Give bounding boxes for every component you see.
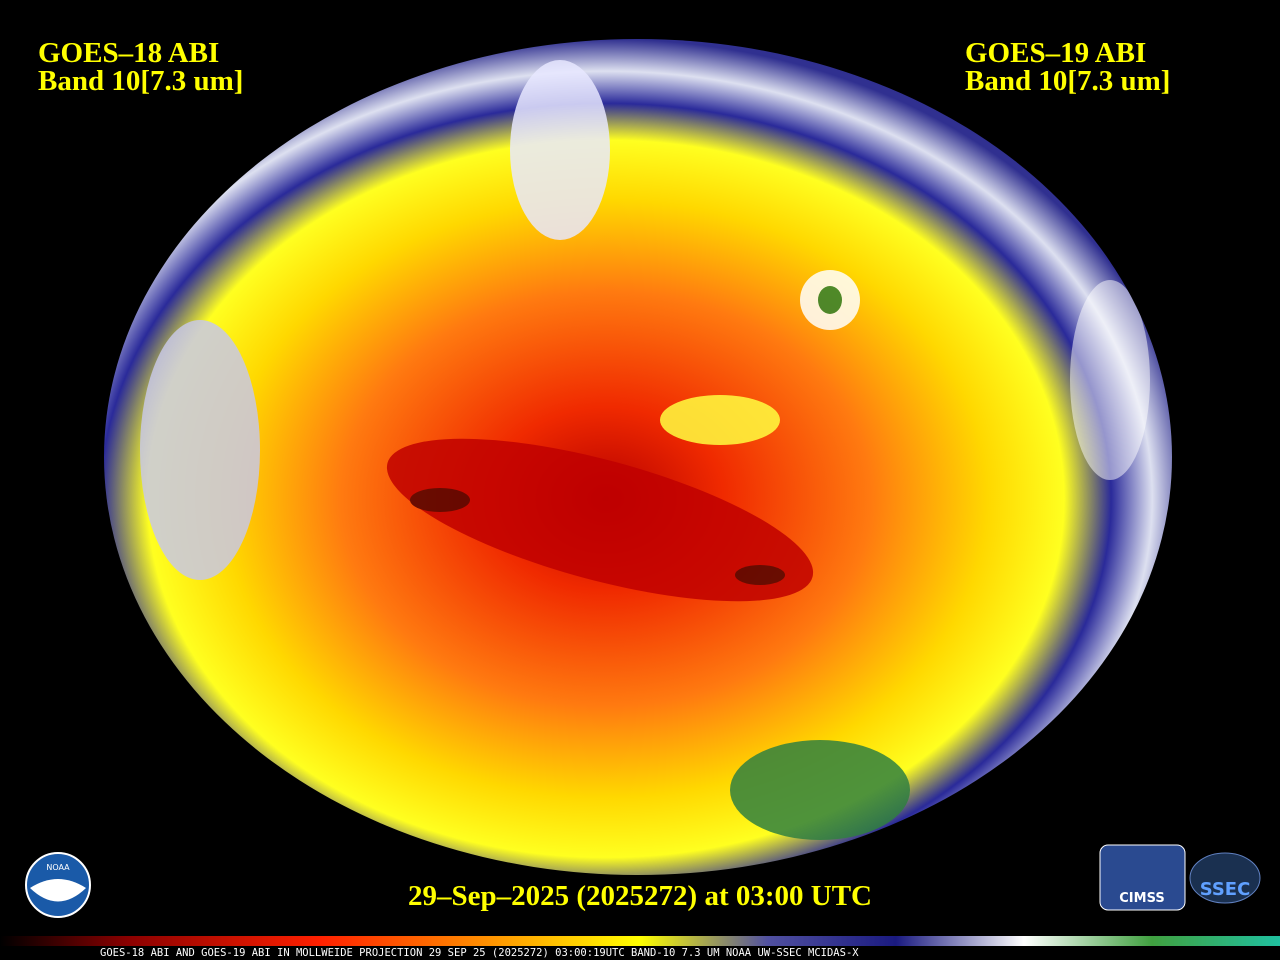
cloud-features — [140, 60, 1150, 840]
noaa-bird — [30, 879, 86, 902]
dry-spot — [735, 565, 785, 585]
ssec-logo: SSEC — [1189, 852, 1261, 904]
globe — [104, 39, 1172, 875]
cloud — [510, 60, 610, 240]
cimss-box — [1099, 844, 1186, 911]
cloud — [1070, 280, 1150, 480]
left-satellite: GOES–18 ABI — [38, 37, 219, 69]
moisture-band — [386, 438, 814, 602]
right-satellite: GOES–19 ABI — [965, 37, 1146, 69]
right-band: Band 10[7.3 um] — [965, 65, 1170, 97]
cloud — [140, 320, 260, 580]
land — [730, 740, 910, 840]
footer-caption: GOES-18 ABI AND GOES-19 ABI IN MOLLWEIDE… — [100, 947, 859, 959]
dry-spot — [410, 488, 470, 512]
left-band: Band 10[7.3 um] — [38, 65, 243, 97]
cimss-text: CIMSS — [1119, 891, 1164, 906]
timestamp: 29–Sep–2025 (2025272) at 03:00 UTC — [408, 880, 872, 912]
hurricane-eye — [818, 286, 842, 314]
cimss-logo: CIMSS — [1099, 844, 1186, 911]
ssec-text: SSEC — [1200, 879, 1251, 900]
color-bar — [0, 936, 1280, 946]
ssec-globe — [1189, 852, 1261, 904]
earth-disk — [104, 39, 1172, 875]
noaa-logo: NOAA — [25, 852, 91, 918]
noaa-text: NOAA — [46, 863, 70, 872]
cloud — [660, 395, 780, 445]
